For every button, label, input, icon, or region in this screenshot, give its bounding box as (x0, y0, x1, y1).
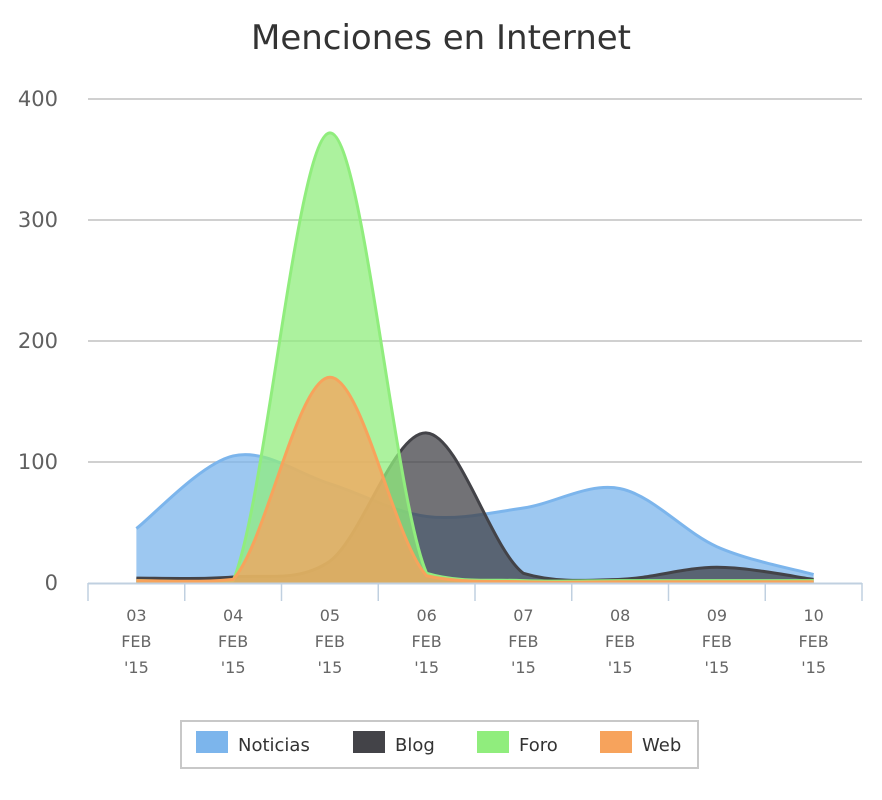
legend-label: Noticias (238, 735, 310, 756)
x-tick-label: 09 FEB '15 (702, 606, 732, 677)
x-axis: 03 FEB '15 04 FEB '15 05 FEB '15 06 FEB '15 07 FEB '15… (87, 582, 863, 677)
legend-label: Blog (395, 735, 435, 756)
legend-label: Web (642, 735, 681, 756)
legend: Noticias Blog Foro Web (180, 720, 699, 769)
y-tick-label: 100 (18, 450, 58, 474)
legend-swatch (196, 731, 228, 753)
x-tick-label: 04 FEB '15 (218, 606, 248, 677)
grid-lines (88, 98, 862, 463)
series-area-fill (136, 432, 814, 583)
y-axis-tick-labels: 0 100 200 300 400 (18, 87, 58, 595)
series-line (136, 375, 814, 584)
legend-label: Foro (519, 735, 558, 756)
series-area-fill (136, 377, 814, 583)
legend-item-foro[interactable]: Foro (477, 731, 558, 756)
chart-title: Menciones en Internet (251, 18, 631, 58)
x-tick-label: 05 FEB '15 (315, 606, 345, 677)
legend-swatch (600, 731, 632, 753)
legend-swatch (477, 731, 509, 753)
legend-item-blog[interactable]: Blog (353, 731, 435, 756)
y-tick-label: 200 (18, 329, 58, 353)
x-tick-label: 08 FEB '15 (605, 606, 635, 677)
y-tick-label: 300 (18, 208, 58, 232)
x-tick-label: 03 FEB '15 (121, 606, 151, 677)
legend-swatch (353, 731, 385, 753)
y-tick-label: 400 (18, 87, 58, 111)
series-areas (135, 131, 815, 584)
series-web (136, 375, 814, 584)
x-tick-label: 10 FEB '15 (798, 606, 828, 677)
x-tick-label: 06 FEB '15 (411, 606, 441, 677)
y-tick-label: 0 (45, 571, 58, 595)
legend-item-noticias[interactable]: Noticias (196, 731, 310, 756)
x-tick-label: 07 FEB '15 (508, 606, 538, 677)
legend-item-web[interactable]: Web (600, 731, 681, 756)
